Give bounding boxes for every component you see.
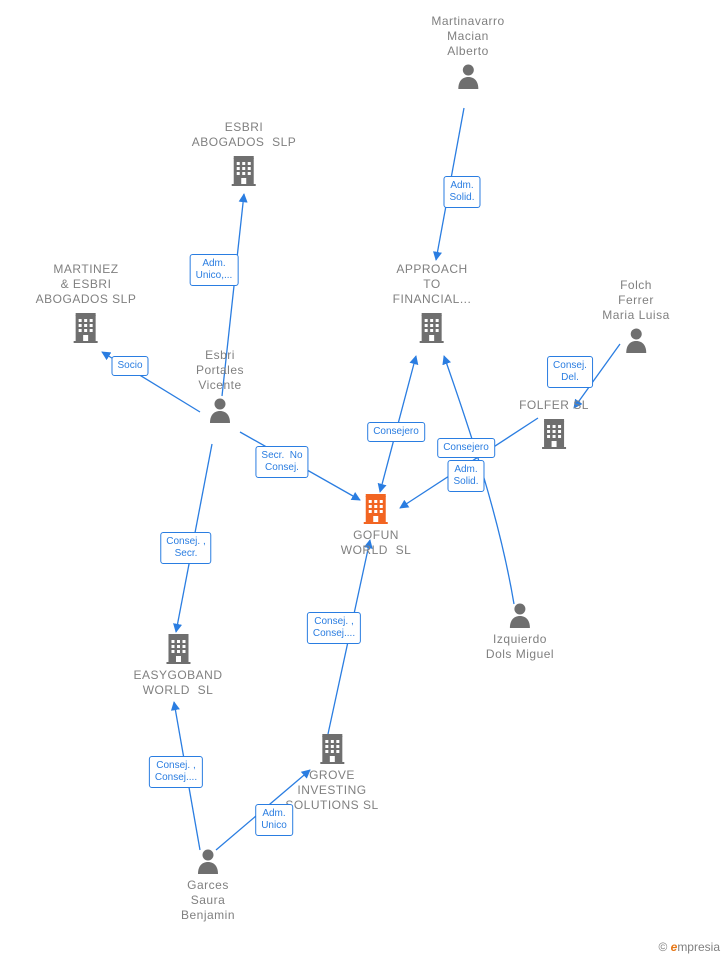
node-label: Garces Saura Benjamin <box>181 878 235 923</box>
edge-label: Consej. , Consej.... <box>149 756 203 788</box>
edge-label: Consejero <box>437 438 495 458</box>
node-label: Izquierdo Dols Miguel <box>486 632 554 662</box>
node-label: MARTINEZ & ESBRI ABOGADOS SLP <box>36 262 137 307</box>
edge-label: Consej. , Secr. <box>160 532 211 564</box>
diagram-canvas: Martinavarro Macian Alberto ESBRI ABOGAD… <box>0 0 728 960</box>
copyright: © empresia <box>658 940 720 954</box>
node-label: Esbri Portales Vicente <box>196 348 244 393</box>
edge-label: Adm. Solid. <box>447 460 484 492</box>
node-martinavarro[interactable]: Martinavarro Macian Alberto <box>431 14 504 89</box>
node-martinez_esbri[interactable]: MARTINEZ & ESBRI ABOGADOS SLP <box>36 262 137 343</box>
node-label: EASYGOBAND WORLD SL <box>133 668 222 698</box>
node-label: APPROACH TO FINANCIAL... <box>393 262 472 307</box>
node-folch[interactable]: Folch Ferrer Maria Luisa <box>602 278 670 353</box>
edge-label: Socio <box>111 356 148 376</box>
edge-label: Adm. Solid. <box>443 176 480 208</box>
node-label: FOLFER SL <box>519 398 589 413</box>
edge-label: Secr. No Consej. <box>255 446 308 478</box>
node-label: Folch Ferrer Maria Luisa <box>602 278 670 323</box>
node-easygoband[interactable]: EASYGOBAND WORLD SL <box>133 632 222 698</box>
node-izquierdo[interactable]: Izquierdo Dols Miguel <box>486 602 554 662</box>
edge-label: Consejero <box>367 422 425 442</box>
edge-label: Adm. Unico,... <box>190 254 239 286</box>
edge-label: Consej. , Consej.... <box>307 612 361 644</box>
node-label: Martinavarro Macian Alberto <box>431 14 504 59</box>
node-garces[interactable]: Garces Saura Benjamin <box>181 848 235 923</box>
node-label: ESBRI ABOGADOS SLP <box>192 120 297 150</box>
node-esbri_abogados[interactable]: ESBRI ABOGADOS SLP <box>192 120 297 186</box>
edge-label: Consej. Del. <box>547 356 593 388</box>
node-grove[interactable]: GROVE INVESTING SOLUTIONS SL <box>285 732 378 813</box>
copyright-symbol: © <box>658 940 667 954</box>
edge-label: Adm. Unico <box>255 804 293 836</box>
edges-layer <box>0 0 728 960</box>
node-gofun[interactable]: GOFUN WORLD SL <box>341 492 412 558</box>
brand-rest: mpresia <box>677 940 720 954</box>
node-label: GOFUN WORLD SL <box>341 528 412 558</box>
node-esbri_vicente[interactable]: Esbri Portales Vicente <box>196 348 244 423</box>
node-folfer[interactable]: FOLFER SL <box>519 398 589 449</box>
node-label: GROVE INVESTING SOLUTIONS SL <box>285 768 378 813</box>
node-approach[interactable]: APPROACH TO FINANCIAL... <box>393 262 472 343</box>
